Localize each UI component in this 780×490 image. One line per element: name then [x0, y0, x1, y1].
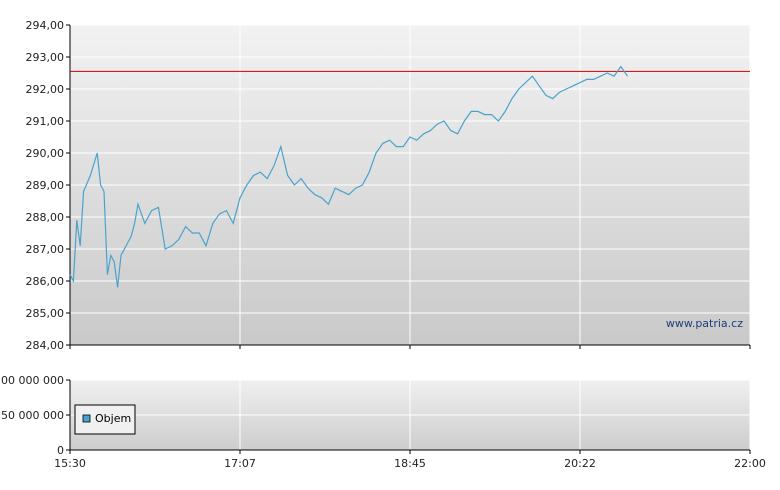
price-tick-label: 292,00: [26, 83, 65, 96]
price-tick-label: 287,00: [26, 243, 65, 256]
volume-tick-label: 100 000 000: [0, 374, 64, 387]
price-tick-label: 285,00: [26, 307, 65, 320]
legend-swatch: [82, 414, 91, 423]
price-tick-label: 289,00: [26, 179, 65, 192]
price-tick-label: 290,00: [26, 147, 65, 160]
price-tick-label: 286,00: [26, 275, 65, 288]
price-tick-label: 293,00: [26, 51, 65, 64]
x-tick-label: 22:00: [734, 457, 766, 470]
price-tick-label: 284,00: [26, 339, 65, 352]
legend-label: Objem: [95, 412, 131, 425]
x-tick-label: 20:22: [564, 457, 596, 470]
x-tick-label: 18:45: [394, 457, 426, 470]
watermark: www.patria.cz: [666, 317, 743, 330]
volume-tick-label: 0: [57, 444, 64, 457]
price-tick-label: 294,00: [26, 19, 65, 32]
price-tick-label: 288,00: [26, 211, 65, 224]
x-tick-label: 17:07: [224, 457, 256, 470]
price-series-line: [69, 65, 629, 288]
price-tick-label: 291,00: [26, 115, 65, 128]
legend: Objem: [74, 404, 136, 435]
volume-tick-label: 50 000 000: [1, 409, 64, 422]
x-tick-label: 15:30: [54, 457, 86, 470]
